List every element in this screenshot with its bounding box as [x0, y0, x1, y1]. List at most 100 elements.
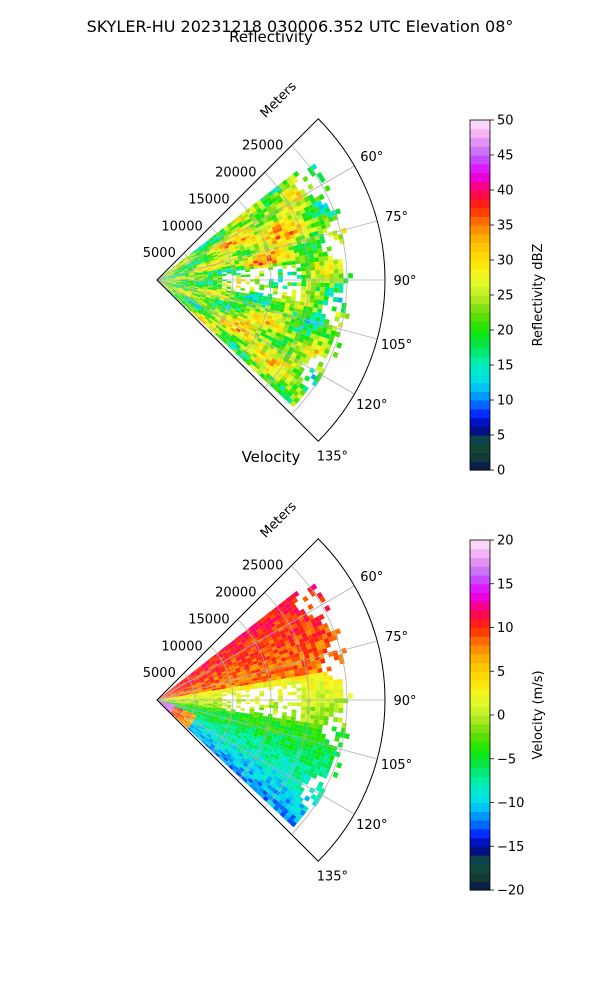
- radar-data-cell: [212, 697, 218, 700]
- radar-data-cell: [232, 721, 238, 726]
- radar-data-cell: [224, 309, 230, 314]
- radar-data-cell: [235, 748, 241, 753]
- radar-data-cell: [298, 667, 304, 673]
- radar-data-cell: [207, 272, 213, 275]
- radar-data-cell: [181, 684, 187, 688]
- radar-data-cell: [235, 219, 241, 224]
- radar-data-cell: [234, 731, 240, 736]
- radar-data-cell: [288, 801, 295, 808]
- radar-data-cell: [182, 300, 187, 304]
- radar-data-cell: [275, 212, 282, 218]
- radar-data-cell: [197, 721, 203, 726]
- radar-data-cell: [217, 694, 223, 697]
- radar-data-cell: [245, 655, 251, 660]
- radar-data-cell: [207, 707, 213, 710]
- radar-data-cell: [296, 341, 303, 347]
- radar-data-cell: [165, 694, 170, 697]
- radar-data-cell: [173, 287, 179, 291]
- radar-data-cell: [230, 669, 236, 673]
- radar-data-cell: [274, 780, 281, 787]
- radar-data-cell: [242, 661, 249, 666]
- radar-data-cell: [165, 703, 170, 706]
- radar-data-cell: [223, 678, 229, 682]
- radar-data-cell: [245, 689, 250, 693]
- radar-data-cell: [198, 697, 204, 699]
- radar-data-cell: [189, 702, 195, 704]
- radar-data-cell: [325, 222, 331, 229]
- radar-data-cell: [274, 605, 281, 612]
- radar-data-cell: [323, 637, 330, 644]
- radar-data-cell: [281, 258, 287, 263]
- radar-data-cell: [307, 586, 314, 593]
- radar-data-cell: [204, 743, 210, 748]
- radar-data-cell: [290, 820, 297, 828]
- radar-data-cell: [219, 327, 224, 333]
- radar-data-cell: [208, 245, 214, 250]
- radar-data-cell: [319, 265, 325, 270]
- radar-data-cell: [230, 657, 236, 662]
- radar-data-cell: [211, 724, 217, 728]
- radar-data-cell: [219, 334, 225, 339]
- radar-data-cell: [170, 284, 175, 287]
- radar-data-cell: [228, 256, 234, 261]
- radar-data-cell: [184, 275, 190, 277]
- theta-grid-line: [156, 165, 355, 281]
- colorbar-segment: [470, 828, 490, 839]
- radar-data-cell: [160, 282, 165, 286]
- radar-data-cell: [209, 325, 215, 330]
- radar-data-cell: [246, 237, 252, 242]
- radar-data-cell: [201, 304, 207, 308]
- radar-data-field: [157, 163, 353, 408]
- radar-data-cell: [171, 698, 176, 700]
- radar-data-cell: [265, 792, 272, 799]
- radar-data-cell: [301, 706, 307, 711]
- radar-data-cell: [178, 296, 184, 301]
- radar-data-cell: [261, 789, 268, 796]
- radar-data-cell: [196, 672, 202, 677]
- radar-data-cell: [191, 302, 197, 307]
- radar-data-cell: [224, 245, 230, 250]
- radar-data-cell: [238, 298, 244, 303]
- radar-data-cell: [275, 194, 282, 201]
- radar-data-cell: [293, 816, 300, 824]
- radar-data-cell: [185, 681, 191, 685]
- theta-grid-line: [156, 220, 378, 281]
- radar-data-cell: [200, 715, 206, 718]
- radar-data-cell: [230, 327, 236, 333]
- colorbar-segment: [470, 793, 490, 804]
- radar-data-cell: [259, 792, 266, 799]
- radar-data-cell: [242, 746, 248, 751]
- radar-data-cell: [330, 330, 337, 337]
- radar-data-cell: [324, 698, 330, 703]
- radar-data-cell: [189, 282, 195, 284]
- radar-data-cell: [231, 754, 237, 759]
- radar-data-cell: [167, 708, 172, 712]
- radar-data-cell: [164, 691, 169, 695]
- radar-data-cell: [228, 313, 234, 318]
- radar-data-cell: [270, 222, 276, 228]
- radar-data-cell: [229, 646, 235, 652]
- radar-data-cell: [215, 307, 221, 312]
- radar-data-cell: [257, 765, 264, 771]
- radar-data-cell: [304, 755, 310, 762]
- radar-data-cell: [286, 239, 292, 244]
- radar-data-cell: [221, 686, 226, 690]
- radar-data-cell: [266, 759, 273, 765]
- radar-data-cell: [309, 170, 317, 177]
- radar-data-cell: [233, 766, 240, 772]
- radar-data-cell: [247, 335, 253, 341]
- radar-data-cell: [209, 259, 215, 263]
- radar-data-cell: [313, 723, 319, 729]
- radar-data-cell: [332, 351, 339, 359]
- radar-data-cell: [183, 709, 188, 712]
- radar-data-cell: [189, 698, 195, 700]
- radar-data-cell: [257, 720, 263, 725]
- radar-data-cell: [319, 707, 325, 712]
- radar-data-cell: [247, 301, 253, 305]
- radar-data-cell: [179, 273, 185, 276]
- radar-data-cell: [247, 676, 253, 680]
- radar-data-cell: [238, 332, 244, 338]
- radar-data-cell: [266, 798, 273, 805]
- radar-data-cell: [235, 656, 241, 662]
- radar-data-cell: [239, 712, 245, 716]
